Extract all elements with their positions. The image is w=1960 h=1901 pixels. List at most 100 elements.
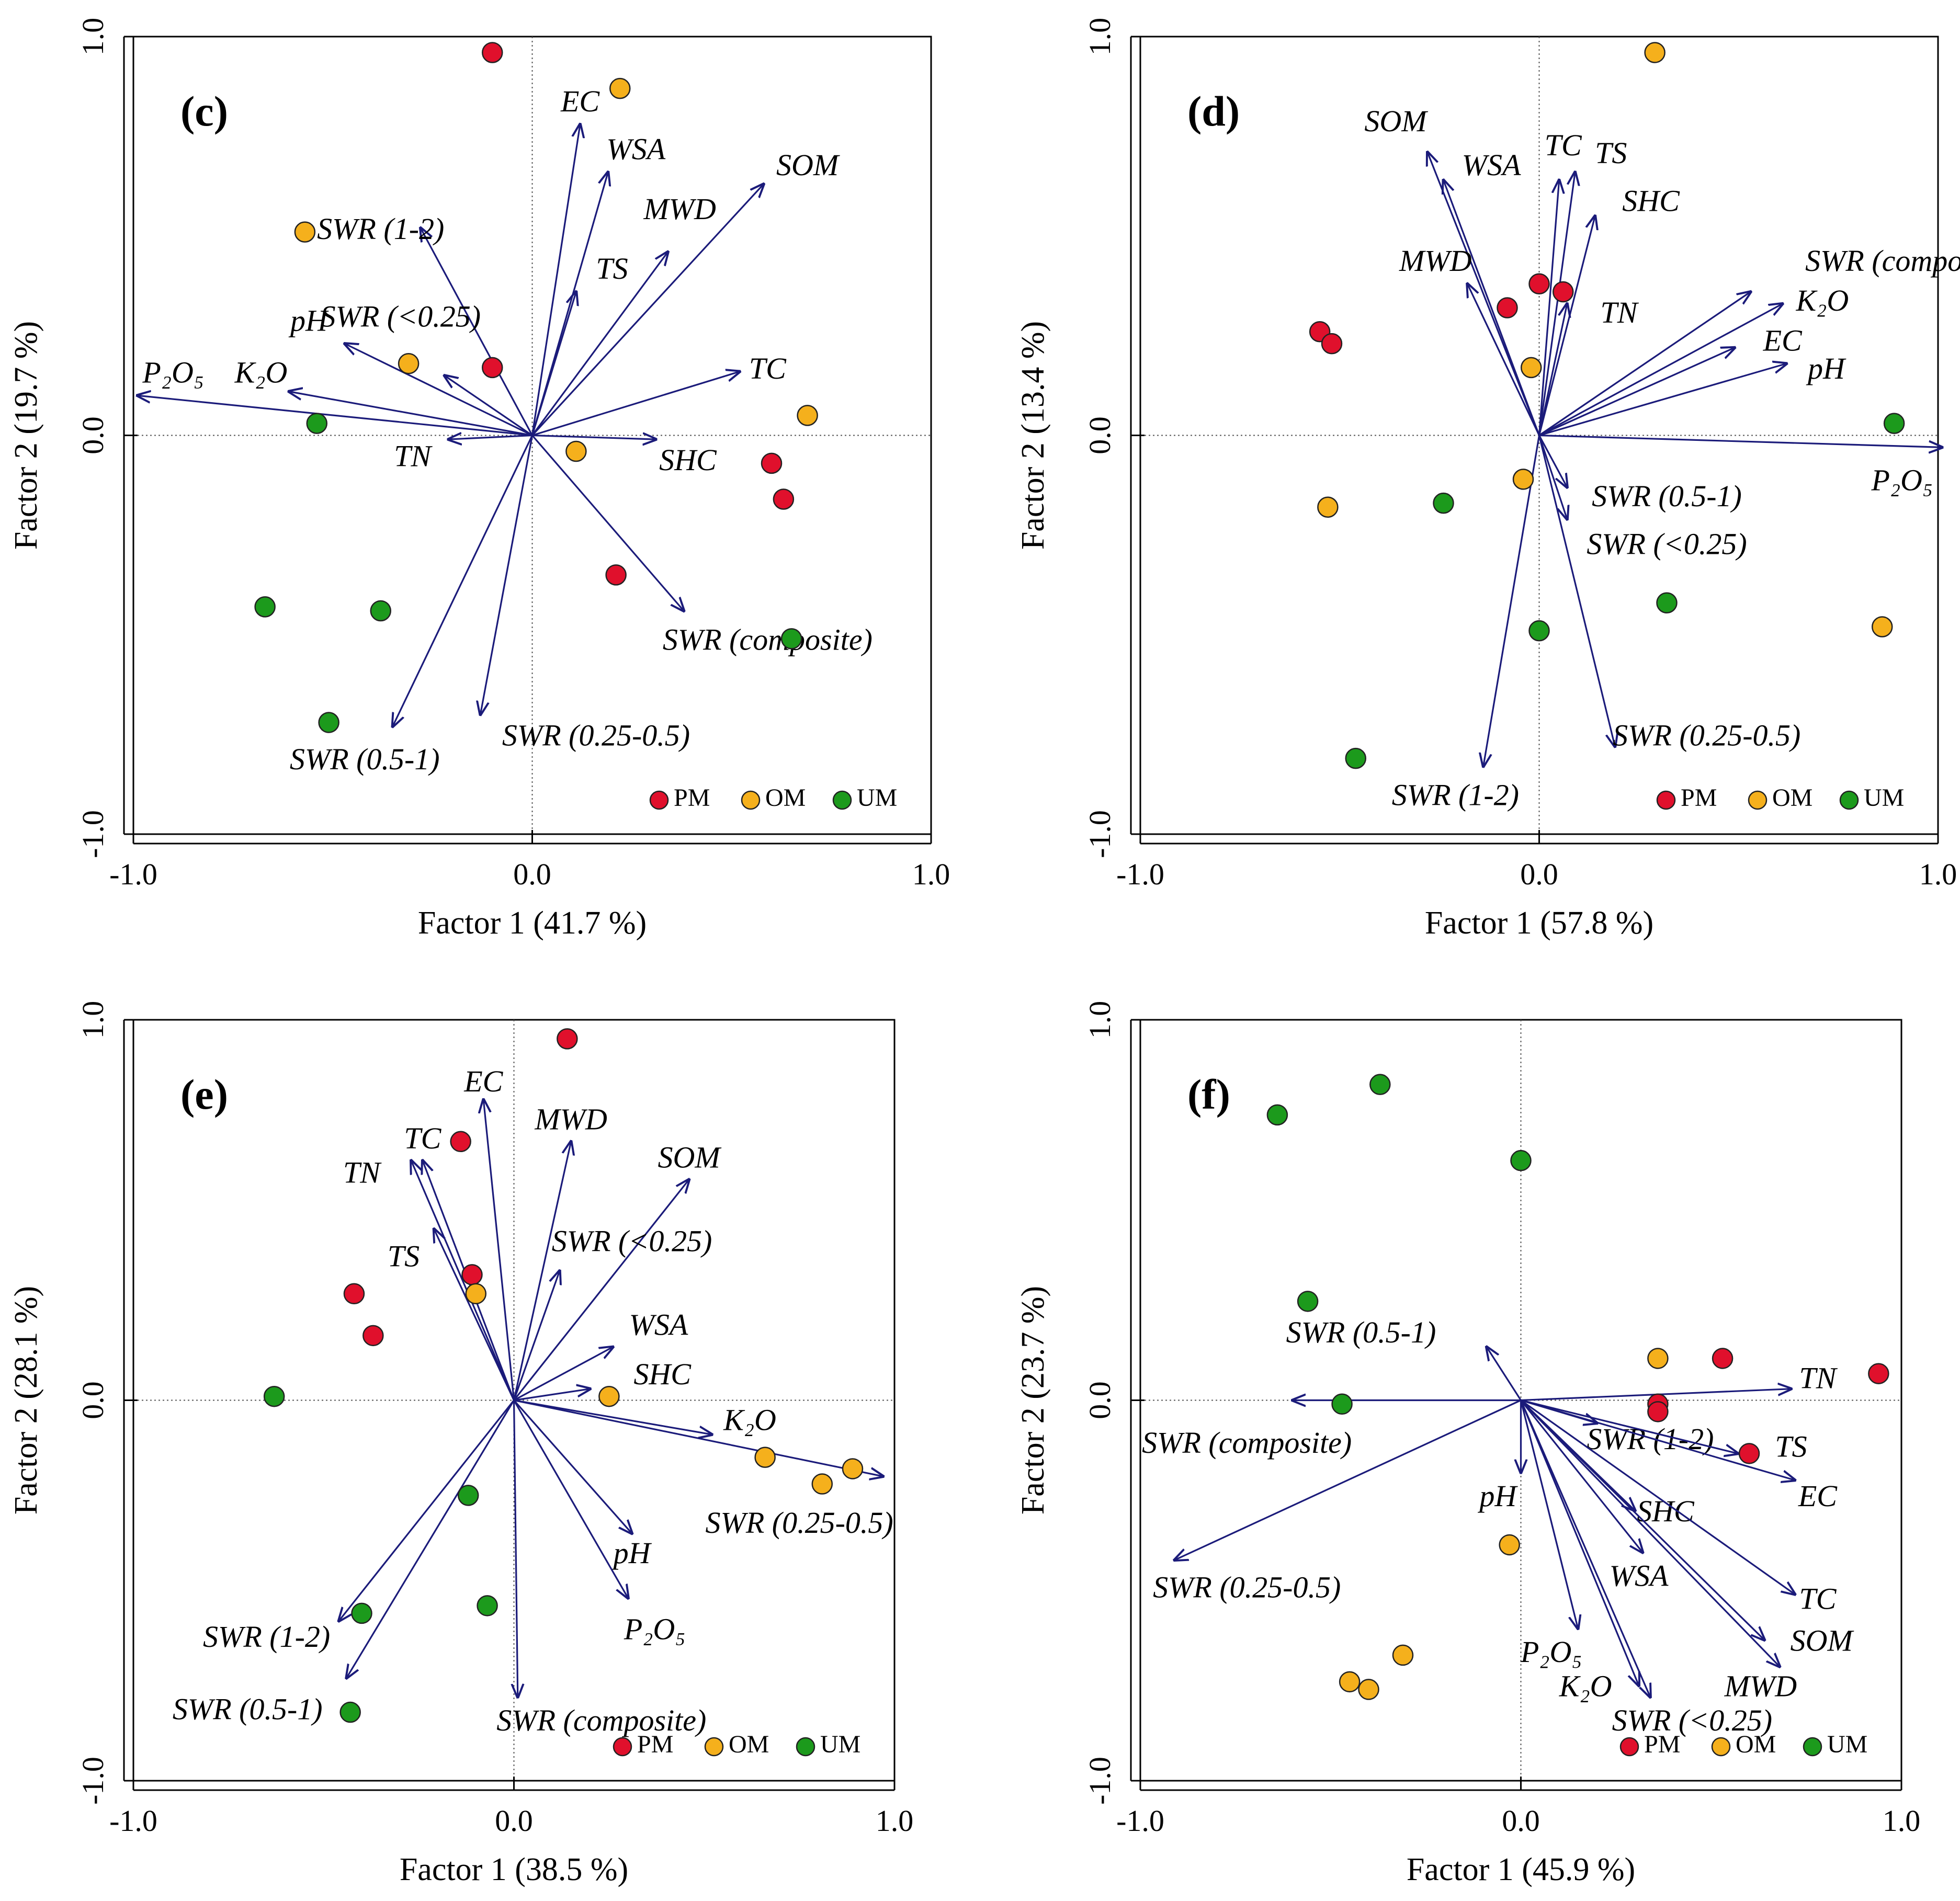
loading-arrow-ph: [345, 344, 533, 436]
loading-arrow-mwd: [1467, 284, 1540, 436]
point-om: [842, 1458, 864, 1479]
loading-label-swr-1-2: SWR (1-2): [1392, 778, 1519, 812]
loading-arrow-wsa: [1444, 180, 1540, 436]
legend-label-om: OM: [729, 1731, 769, 1758]
loading-label-swr-1-2: SWR (1-2): [317, 212, 444, 246]
y-tick-label: 0.0: [1083, 416, 1117, 454]
y-tick-label: -1.0: [76, 810, 110, 858]
loading-arrow-mwd: [513, 1142, 571, 1401]
loading-label-swr-lt0-25: SWR (<0.25): [552, 1224, 712, 1258]
point-um: [339, 1701, 361, 1723]
loading-label-tn: TN: [1601, 295, 1639, 329]
loading-arrow-p2o5: [513, 1399, 628, 1598]
legend-label-pm: PM: [674, 784, 710, 812]
legend-marker-om: [1711, 1737, 1731, 1757]
loading-label-swr-composite: SWR (composite): [496, 1703, 706, 1737]
legend-marker-pm: [1619, 1737, 1639, 1757]
x-tick-label: 1.0: [912, 857, 950, 891]
legend-label-om: OM: [1772, 784, 1812, 812]
x-tick-label: 1.0: [876, 1804, 914, 1838]
loading-arrow-tc: [532, 372, 740, 437]
loading-arrow-k2o: [514, 1399, 712, 1435]
loading-label-som: SOM: [658, 1140, 722, 1174]
point-om: [811, 1473, 833, 1495]
y-tick-label: -1.0: [1083, 810, 1117, 858]
point-pm: [1712, 1348, 1734, 1369]
loading-arrow-shc: [514, 1389, 591, 1402]
loading-arrow-ph: [1539, 363, 1787, 437]
panel-c: -1.0 0.0 1.0 -1.0 0.0 1.0 Factor 1 (41.7 %) Fac…: [8, 18, 950, 941]
loading-label-swr-0-25-0-5: SWR (0.25-0.5): [1613, 718, 1800, 752]
loading-arrow-tn: [1538, 304, 1567, 436]
loading-label-mwd: MWD: [1724, 1669, 1797, 1703]
point-um: [1297, 1291, 1319, 1312]
loading-arrow-p2o5: [138, 395, 533, 437]
loading-label-swr-1-2: SWR (1-2): [203, 1620, 330, 1654]
loading-arrow-swr-0-25-0-5: [1174, 1399, 1522, 1561]
point-um: [263, 1385, 285, 1407]
point-pm: [773, 488, 795, 510]
x-axis-title: Factor 1 (45.9 %): [1407, 1852, 1635, 1887]
point-pm: [1497, 297, 1518, 318]
loading-label-swr-lt0-25: SWR (<0.25): [1612, 1703, 1773, 1737]
legend-marker-pm: [649, 790, 669, 810]
x-tick-label: 0.0: [513, 857, 551, 891]
loading-label-ec: EC: [1763, 323, 1803, 357]
point-pm: [343, 1283, 365, 1305]
point-um: [477, 1595, 498, 1617]
legend-marker-om: [741, 790, 761, 810]
loading-label-wsa: WSA: [606, 132, 665, 166]
point-pm: [461, 1264, 483, 1285]
x-tick-label: 0.0: [1520, 857, 1558, 891]
loading-arrow-ec: [483, 1100, 515, 1401]
legend-label-um: UM: [857, 784, 897, 812]
y-tick-label: 1.0: [76, 18, 110, 56]
loading-label-som: SOM: [1791, 1623, 1854, 1657]
loading-arrow-mwd: [1520, 1399, 1765, 1640]
loading-label-tc: TC: [749, 351, 787, 385]
loading-label-ph: pH: [1806, 351, 1846, 385]
loading-arrow-swr-composite: [514, 1400, 518, 1697]
point-pm: [1738, 1443, 1760, 1464]
point-um: [1345, 747, 1366, 769]
loading-arrow-mwd: [531, 252, 668, 436]
panel-label: (c): [180, 87, 228, 135]
legend-marker-pm: [613, 1737, 632, 1757]
x-tick-label: -1.0: [109, 1804, 157, 1838]
loading-label-swr-composite: SWR (composite): [1805, 244, 1960, 278]
loading-arrow-swr-0-5-1: [1538, 435, 1567, 487]
loading-label-k2o: K₂O: [1796, 283, 1849, 317]
y-tick-label: -1.0: [1083, 1757, 1117, 1805]
loading-label-ec: EC: [560, 84, 600, 118]
x-axis-title: Factor 1 (41.7 %): [418, 905, 647, 941]
point-pm: [1528, 273, 1550, 294]
x-tick-label: 0.0: [1502, 1804, 1540, 1838]
point-pm: [557, 1028, 578, 1050]
y-axis-title: Factor 2 (19.7 %): [8, 321, 44, 550]
loading-label-ts: TS: [1595, 136, 1627, 170]
loading-label-som: SOM: [1364, 104, 1428, 138]
x-tick-label: 1.0: [1919, 857, 1957, 891]
loading-arrow-swr-1-2: [421, 228, 533, 436]
loading-arrow-som: [1520, 1399, 1780, 1667]
loading-arrow-som: [513, 1180, 689, 1401]
loading-label-som: SOM: [776, 148, 840, 182]
point-om: [1392, 1644, 1414, 1666]
loading-arrow-swr-0-25-0-5: [514, 1399, 883, 1477]
loading-arrow-tc: [1538, 180, 1559, 436]
loading-arrow-swr-lt0-25: [1520, 1399, 1650, 1697]
loading-arrow-k2o: [289, 392, 533, 437]
loading-label-ts: TS: [596, 252, 628, 286]
loading-label-shc: SHC: [1622, 184, 1680, 218]
legend-label-um: UM: [1827, 1731, 1867, 1758]
panel-label: (e): [180, 1071, 228, 1118]
loading-label-p2o5: P₂O₅: [1871, 463, 1933, 497]
loading-arrow-shc: [532, 436, 656, 440]
y-axis-title: Factor 2 (23.7 %): [1015, 1286, 1051, 1515]
loading-arrow-p2o5: [1539, 434, 1942, 448]
point-om: [398, 353, 420, 374]
panel-e: -1.0 0.0 1.0 -1.0 0.0 1.0 Factor 1 (38.5 %) Fac…: [8, 1001, 913, 1887]
point-um: [1331, 1393, 1353, 1415]
